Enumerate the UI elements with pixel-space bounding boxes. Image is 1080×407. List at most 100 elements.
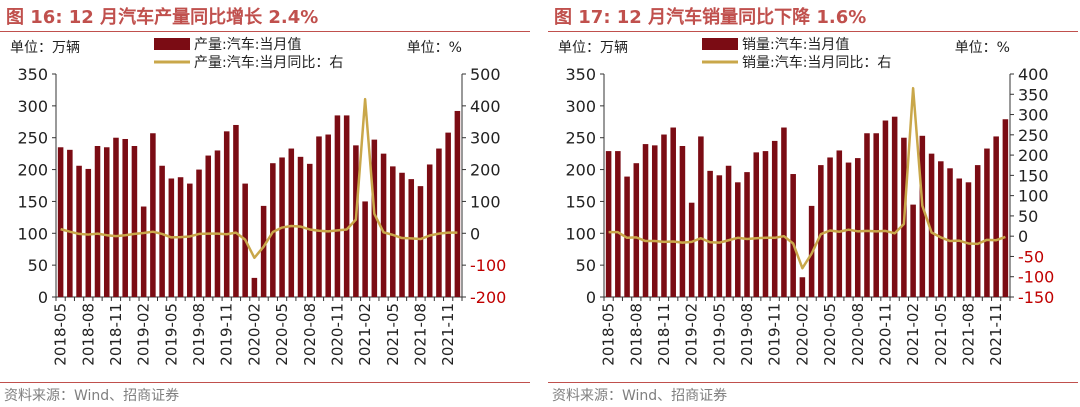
bar — [325, 134, 331, 297]
legend-swatch-bar — [154, 38, 190, 50]
bar — [436, 148, 442, 297]
bar — [270, 163, 276, 297]
bar — [150, 133, 156, 297]
line-series-yoy — [608, 86, 1006, 270]
bar — [187, 183, 193, 297]
bar — [214, 150, 221, 297]
legend-label-line: 销量:汽车:当月同比：右 — [742, 54, 891, 71]
x-tick-label: 2021-11 — [439, 303, 457, 366]
bar — [251, 277, 258, 297]
bar — [993, 136, 999, 297]
bar — [223, 131, 230, 297]
x-tick-label: 2018-08 — [79, 303, 97, 366]
unit-right-label: 单位：% — [407, 40, 462, 56]
y-right-tick-label: -200 — [470, 288, 506, 307]
bar — [426, 164, 433, 297]
bar — [1002, 119, 1009, 297]
x-tick-label: 2021-02 — [904, 303, 922, 366]
x-tick-label: 2020-05 — [821, 303, 839, 366]
y-right-tick-label: 150 — [1018, 166, 1049, 185]
bar — [762, 151, 769, 297]
y-right-tick-label: 400 — [1018, 65, 1049, 84]
bar — [122, 138, 128, 297]
bar — [707, 170, 713, 297]
bar — [947, 168, 953, 297]
bar — [744, 172, 750, 297]
x-tick-label: 2019-08 — [738, 303, 756, 366]
unit-right-label: 单位：% — [955, 40, 1010, 56]
bar — [76, 165, 82, 297]
bar — [882, 120, 889, 297]
bar — [679, 145, 686, 297]
bar — [85, 168, 92, 297]
bar — [984, 148, 990, 297]
bar — [380, 153, 387, 297]
x-tick-label: 2020-08 — [301, 303, 319, 366]
y-left-tick-label: 0 — [586, 288, 596, 307]
bar — [57, 147, 64, 297]
bar — [698, 136, 704, 297]
y-left-tick-label: 200 — [565, 161, 596, 180]
figure-title: 图 17: 12 月汽车销量同比下降 1.6% — [554, 7, 867, 28]
bar — [633, 163, 640, 297]
bar — [670, 127, 676, 298]
x-tick-label: 2019-05 — [710, 303, 728, 366]
bar — [94, 145, 101, 297]
y-right-tick-label: 250 — [1018, 126, 1049, 145]
y-left-tick-label: 250 — [17, 129, 48, 148]
y-left-tick-label: 250 — [565, 129, 596, 148]
bar — [205, 155, 212, 297]
bar — [864, 133, 870, 297]
bar — [642, 144, 649, 297]
unit-left-label: 单位：万辆 — [558, 40, 628, 56]
source-divider — [548, 382, 1078, 383]
chart-svg: 单位：万辆 单位：%销量:汽车:当月值销量:汽车:当月同比：右0501001502… — [558, 36, 1054, 366]
bar — [790, 174, 796, 297]
bar — [371, 139, 378, 297]
y-right-tick-label: 500 — [470, 65, 501, 84]
y-right-tick-label: -50 — [1018, 247, 1044, 266]
y-left-tick-label: 300 — [565, 97, 596, 116]
bar — [688, 202, 695, 297]
bar — [854, 158, 861, 297]
x-tick-label: 2018-11 — [655, 303, 673, 366]
title-divider — [548, 31, 1078, 32]
y-right-tick-label: 300 — [1018, 106, 1049, 125]
source-note: 资料来源：Wind、招商证券 — [4, 388, 180, 404]
chart-panel-production: 图 16: 12 月汽车产量同比增长 2.4% 单位：万辆 单位：% 产量:汽车:当… — [0, 0, 530, 407]
y-right-tick-label: 350 — [1018, 85, 1049, 104]
line-series-yoy — [60, 97, 458, 260]
y-left-tick-label: 350 — [17, 65, 48, 84]
x-tick-label: 2019-11 — [766, 303, 784, 366]
bar — [334, 115, 341, 298]
bar — [781, 127, 787, 298]
bar — [836, 150, 843, 297]
x-tick-label: 2021-08 — [411, 303, 429, 366]
y-right-tick-label: 100 — [470, 192, 501, 211]
x-tick-label: 2021-11 — [987, 303, 1005, 366]
bar — [799, 277, 806, 297]
x-tick-label: 2020-11 — [328, 303, 346, 366]
bar — [873, 133, 879, 297]
bar — [260, 205, 267, 297]
bar — [288, 148, 295, 297]
bar — [974, 165, 981, 297]
bar — [725, 165, 732, 297]
bar — [316, 136, 322, 297]
y-left-tick-label: 350 — [565, 65, 596, 84]
bar — [362, 201, 368, 297]
x-tick-label: 2018-11 — [107, 303, 125, 366]
y-right-tick-label: -150 — [1018, 288, 1054, 307]
y-right-tick-label: 300 — [470, 129, 501, 148]
x-tick-label: 2020-02 — [245, 303, 263, 366]
bar — [103, 147, 110, 297]
title-divider — [0, 31, 530, 32]
bar — [113, 137, 119, 297]
y-left-tick-label: 100 — [565, 224, 596, 243]
x-tick-label: 2021-02 — [356, 303, 374, 366]
legend-label-line: 产量:汽车:当月同比：右 — [194, 54, 343, 71]
y-right-tick-label: 0 — [470, 224, 480, 243]
y-left-tick-label: 200 — [17, 161, 48, 180]
legend-label-bar: 产量:汽车:当月值 — [194, 36, 301, 53]
bar — [919, 135, 926, 297]
